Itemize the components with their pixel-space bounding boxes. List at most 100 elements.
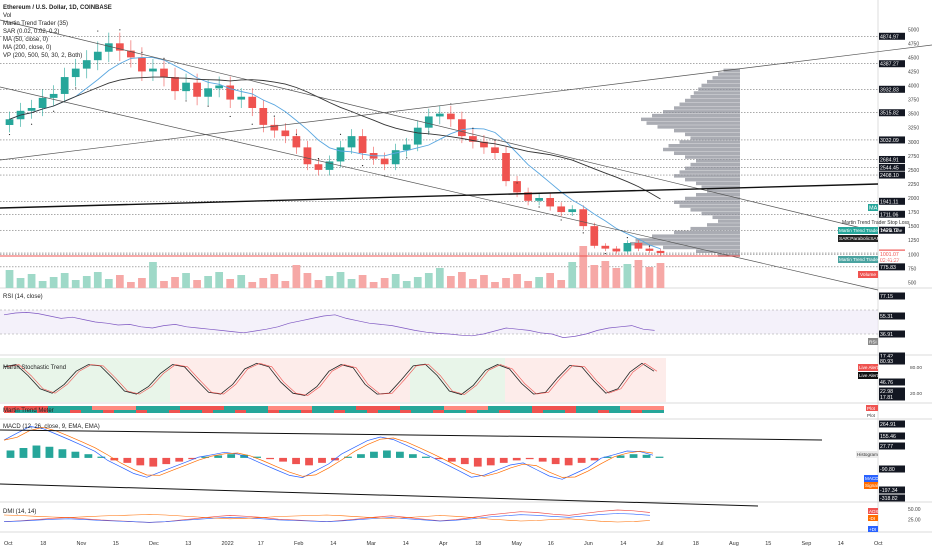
- candle-body-7: [82, 60, 91, 69]
- volume-profile-bar-26: [685, 166, 740, 171]
- tag-plus-di: +DI: [869, 527, 876, 532]
- stoch-bg-green-1: [0, 358, 170, 402]
- ma200-line: [9, 76, 661, 200]
- volume-bar-48: [535, 277, 543, 288]
- x-tick-20: Aug: [729, 541, 739, 547]
- meter-row1-6: [70, 406, 81, 410]
- tag-adx-bg: [868, 508, 878, 514]
- meter-row2-43: [477, 410, 488, 413]
- sar-dot-38: [428, 131, 430, 133]
- macd-hist-bar-21: [279, 457, 287, 462]
- candle-body-15: [171, 77, 179, 92]
- sar-dot-32: [361, 165, 364, 167]
- price-y-tick-11: 2250: [908, 182, 919, 188]
- stoch-line: [3, 362, 655, 396]
- macd-trend-line-lower: [0, 483, 759, 507]
- volume-bar-6: [71, 280, 80, 288]
- meter-row1-28: [312, 406, 323, 410]
- candle-body-49: [546, 198, 555, 207]
- price-level-label-0-bg: [879, 32, 905, 40]
- candle-body-11: [127, 50, 135, 58]
- rsi-pane-title: RSI (14, close): [3, 294, 43, 300]
- price-y-tick-18: 500: [908, 280, 917, 286]
- pane-titles: RSI (14, close) Martin Stochastic Trend …: [3, 294, 100, 515]
- macd-hist-bar-16: [214, 455, 223, 458]
- volume-bar-57: [634, 260, 643, 288]
- meter-row1-25: [279, 406, 290, 410]
- meter-row1-16: [180, 406, 191, 410]
- meter-row2-7: [81, 410, 92, 413]
- x-tick-18: Jul: [657, 541, 664, 547]
- macd-label-4: -197.34: [880, 488, 898, 494]
- macd-hist-bar-29: [383, 450, 391, 458]
- sar-dot-10: [119, 29, 121, 31]
- volume-bar-50: [557, 280, 566, 288]
- header-line-trend-trader: Martin Trend Trader (35): [3, 21, 68, 27]
- macd-hist-bar-11: [149, 457, 158, 467]
- volume-bar-11: [127, 282, 135, 288]
- candle-body-44: [491, 147, 499, 153]
- volume-profile-bar-19: [679, 140, 740, 144]
- candle-body-55: [612, 248, 621, 252]
- tag-adx: ADX: [869, 509, 878, 514]
- meter-row1-36: [400, 406, 411, 410]
- x-tick-10: Mar: [367, 541, 377, 547]
- meter-row1-4: [48, 406, 59, 410]
- stoch-label-2: 46.76: [880, 380, 893, 386]
- x-tick-9: 14: [330, 541, 336, 547]
- meter-row1-29: [323, 406, 334, 410]
- meter-row1-14: [158, 406, 169, 410]
- stoch-label-0: 17.42: [880, 354, 893, 360]
- volume-profile-bar-36: [679, 204, 740, 208]
- rsi-label-2-bg: [879, 330, 905, 338]
- candle-body-40: [446, 113, 455, 120]
- meter-row2-20: [224, 410, 235, 413]
- rsi-pane: 77.15 55.31 36.91: [0, 292, 905, 338]
- sar-dot-36: [406, 157, 408, 159]
- volume-bar-45: [502, 278, 510, 288]
- macd-hist-bar-15: [201, 456, 210, 458]
- candle-body-54: [601, 245, 610, 249]
- macd-hist-bar-26: [344, 456, 352, 458]
- candle-body-17: [193, 82, 201, 97]
- meter-row2-49: [543, 410, 554, 413]
- meter-row1-41: [455, 406, 466, 410]
- price-y-tick-6: 3500: [908, 112, 919, 118]
- tag-ma-bg: [868, 204, 878, 211]
- tag-signal: Signal: [865, 483, 878, 488]
- macd-hist-bar-12: [162, 457, 171, 465]
- macd-hist-bar-41: [538, 457, 547, 462]
- macd-hist-bar-30: [396, 451, 404, 458]
- candle-body-46: [513, 181, 521, 193]
- macd-hist-bar-13: [175, 457, 184, 462]
- candle-body-13: [149, 68, 157, 72]
- macd-hist-bar-45: [590, 457, 599, 461]
- meter-row2-37: [411, 410, 422, 413]
- candle-body-26: [292, 136, 301, 148]
- meter-row2-56: [620, 410, 631, 413]
- meter-row2-28: [312, 410, 323, 413]
- sar-dot-48: [538, 206, 540, 208]
- candle-body-38: [424, 116, 433, 128]
- price-y-tick-16: 1000: [908, 252, 919, 258]
- dmi-minus-line: [3, 514, 650, 523]
- meter-row1-38: [422, 406, 433, 410]
- meter-row1-13: [147, 406, 158, 410]
- volume-bar-54: [601, 261, 610, 288]
- macd-trend-line-upper: [0, 429, 823, 441]
- price-level-label-5: 2684.91: [880, 157, 899, 163]
- meter-row1-17: [191, 406, 202, 410]
- tag-live-alert-1-bg: [858, 364, 878, 371]
- price-y-tick-10: 2500: [908, 168, 919, 174]
- price-y-tick-2: 4500: [908, 55, 919, 61]
- sar-dot-58: [648, 245, 651, 247]
- meter-row2-24: [268, 410, 279, 413]
- macd-label-3: -90.80: [880, 467, 895, 473]
- sar-dot-26: [295, 133, 297, 135]
- x-tick-6: 2022: [222, 541, 234, 547]
- candle-body-5: [60, 77, 69, 94]
- price-level-label-7-bg: [879, 171, 905, 179]
- x-tick-15: 16: [548, 541, 554, 547]
- meter-row1-22: [246, 406, 257, 410]
